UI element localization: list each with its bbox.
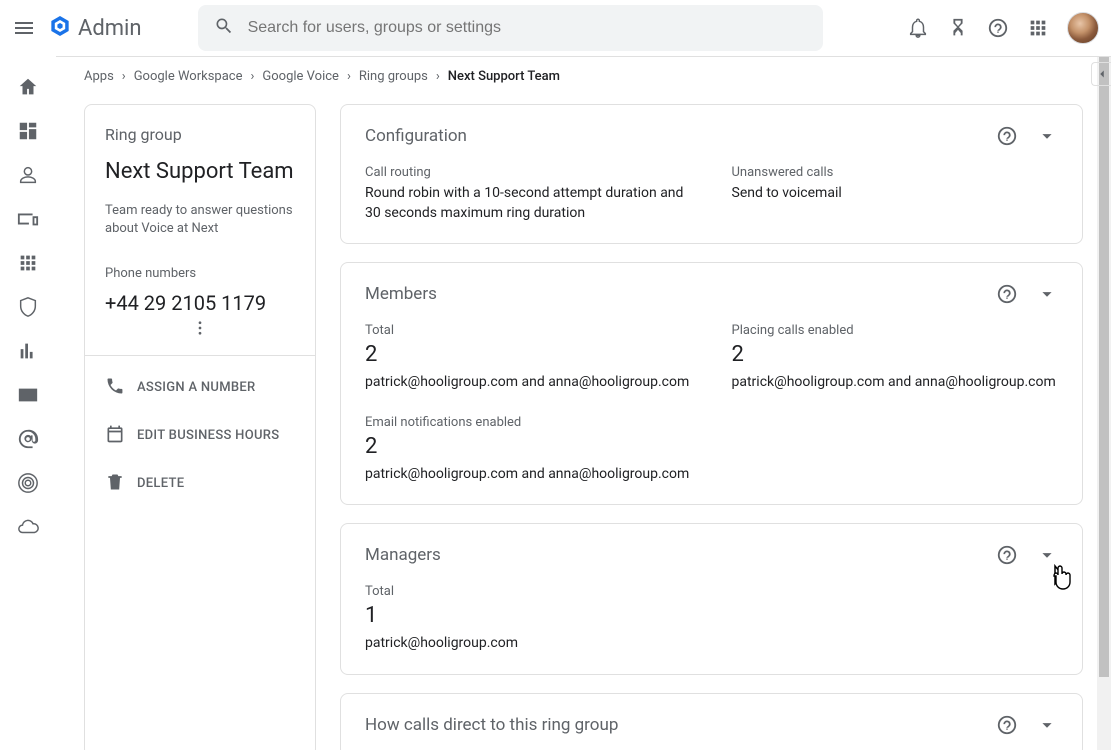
product-name: Admin bbox=[78, 16, 142, 41]
configuration-card[interactable]: Configuration Call routing Round robin w… bbox=[340, 104, 1083, 244]
cloud-icon[interactable] bbox=[17, 516, 39, 538]
calendar-icon bbox=[105, 424, 125, 448]
managers-total-label: Total bbox=[365, 584, 1058, 599]
more-vert-icon[interactable] bbox=[105, 319, 295, 337]
hourglass-icon[interactable] bbox=[947, 17, 969, 39]
ring-group-sidebar: Ring group Next Support Team Team ready … bbox=[84, 104, 316, 750]
edit-hours-label: EDIT BUSINESS HOURS bbox=[137, 428, 279, 443]
members-card[interactable]: Members Total 2 patrick@hooligroup.com a… bbox=[340, 262, 1083, 505]
top-bar: Admin bbox=[0, 0, 1111, 56]
configuration-title: Configuration bbox=[365, 126, 467, 146]
email-notif-detail: patrick@hooligroup.com and anna@hooligro… bbox=[365, 465, 692, 485]
delete-label: DELETE bbox=[137, 476, 184, 491]
analytics-icon[interactable] bbox=[17, 340, 39, 362]
help-icon[interactable] bbox=[996, 714, 1018, 736]
search-bar[interactable] bbox=[198, 5, 823, 51]
direct-card[interactable]: How calls direct to this ring group bbox=[340, 693, 1083, 750]
ring-group-label: Ring group bbox=[105, 125, 295, 144]
dashboard-icon[interactable] bbox=[17, 120, 39, 142]
security-icon[interactable] bbox=[17, 296, 39, 318]
expand-icon[interactable] bbox=[1036, 283, 1058, 305]
call-routing-label: Call routing bbox=[365, 165, 692, 180]
cards-column: Configuration Call routing Round robin w… bbox=[340, 104, 1083, 750]
crumb-workspace[interactable]: Google Workspace bbox=[134, 69, 243, 84]
unanswered-value: Send to voicemail bbox=[732, 184, 1059, 204]
chevron-right-icon: › bbox=[347, 69, 351, 84]
chevron-right-icon: › bbox=[251, 69, 255, 84]
chevron-right-icon: › bbox=[122, 69, 126, 84]
menu-icon[interactable] bbox=[12, 16, 36, 40]
notifications-icon[interactable] bbox=[907, 17, 929, 39]
breadcrumb: Apps › Google Workspace › Google Voice ›… bbox=[56, 57, 1111, 96]
home-icon[interactable] bbox=[17, 76, 39, 98]
phone-number-value: +44 29 2105 1179 bbox=[105, 291, 295, 315]
logo[interactable]: Admin bbox=[48, 14, 142, 42]
managers-total-count: 1 bbox=[365, 603, 1058, 628]
call-routing-value: Round robin with a 10-second attempt dur… bbox=[365, 184, 692, 223]
side-actions: ASSIGN A NUMBER EDIT BUSINESS HOURS DELE… bbox=[85, 356, 315, 516]
expand-icon[interactable] bbox=[1036, 714, 1058, 736]
help-icon[interactable] bbox=[987, 17, 1009, 39]
assign-number-button[interactable]: ASSIGN A NUMBER bbox=[93, 364, 307, 412]
members-total-label: Total bbox=[365, 323, 692, 338]
delete-button[interactable]: DELETE bbox=[93, 460, 307, 508]
help-icon[interactable] bbox=[996, 283, 1018, 305]
crumb-voice[interactable]: Google Voice bbox=[262, 69, 339, 84]
ring-group-title: Next Support Team bbox=[105, 158, 295, 186]
apps-grid-icon[interactable] bbox=[17, 252, 39, 274]
billing-icon[interactable] bbox=[17, 384, 39, 406]
phone-icon bbox=[105, 376, 125, 400]
assign-number-label: ASSIGN A NUMBER bbox=[137, 380, 256, 395]
direct-title: How calls direct to this ring group bbox=[365, 715, 618, 735]
ring-group-description: Team ready to answer questions about Voi… bbox=[105, 202, 295, 238]
placing-calls-label: Placing calls enabled bbox=[732, 323, 1059, 338]
left-nav bbox=[0, 56, 56, 750]
crumb-apps[interactable]: Apps bbox=[84, 69, 114, 84]
crumb-current: Next Support Team bbox=[448, 69, 560, 84]
members-total-detail: patrick@hooligroup.com and anna@hooligro… bbox=[365, 373, 692, 393]
placing-calls-detail: patrick@hooligroup.com and anna@hooligro… bbox=[732, 373, 1059, 393]
managers-total-detail: patrick@hooligroup.com bbox=[365, 634, 1058, 654]
search-icon bbox=[214, 16, 234, 40]
at-icon[interactable] bbox=[17, 428, 39, 450]
managers-card[interactable]: Managers Total 1 patrick@hooligroup.com bbox=[340, 523, 1083, 675]
help-icon[interactable] bbox=[996, 125, 1018, 147]
email-notif-label: Email notifications enabled bbox=[365, 415, 692, 430]
email-notif-count: 2 bbox=[365, 434, 692, 459]
members-title: Members bbox=[365, 284, 437, 304]
avatar[interactable] bbox=[1067, 12, 1099, 44]
edit-hours-button[interactable]: EDIT BUSINESS HOURS bbox=[93, 412, 307, 460]
help-icon[interactable] bbox=[996, 544, 1018, 566]
main-content: Ring group Next Support Team Team ready … bbox=[56, 96, 1111, 750]
content-area: Apps › Google Workspace › Google Voice ›… bbox=[56, 56, 1111, 750]
unanswered-label: Unanswered calls bbox=[732, 165, 1059, 180]
support-icon[interactable] bbox=[17, 472, 39, 494]
person-icon[interactable] bbox=[17, 164, 39, 186]
search-input[interactable] bbox=[248, 19, 807, 37]
trash-icon bbox=[105, 472, 125, 496]
phone-numbers-label: Phone numbers bbox=[105, 266, 295, 281]
placing-calls-count: 2 bbox=[732, 342, 1059, 367]
admin-logo-icon bbox=[48, 14, 72, 42]
members-total-count: 2 bbox=[365, 342, 692, 367]
apps-icon[interactable] bbox=[1027, 17, 1049, 39]
managers-title: Managers bbox=[365, 545, 441, 565]
chevron-right-icon: › bbox=[436, 69, 440, 84]
expand-icon[interactable] bbox=[1036, 544, 1058, 566]
devices-icon[interactable] bbox=[17, 208, 39, 230]
topbar-actions bbox=[907, 12, 1099, 44]
crumb-ringgroups[interactable]: Ring groups bbox=[359, 69, 428, 84]
expand-icon[interactable] bbox=[1036, 125, 1058, 147]
